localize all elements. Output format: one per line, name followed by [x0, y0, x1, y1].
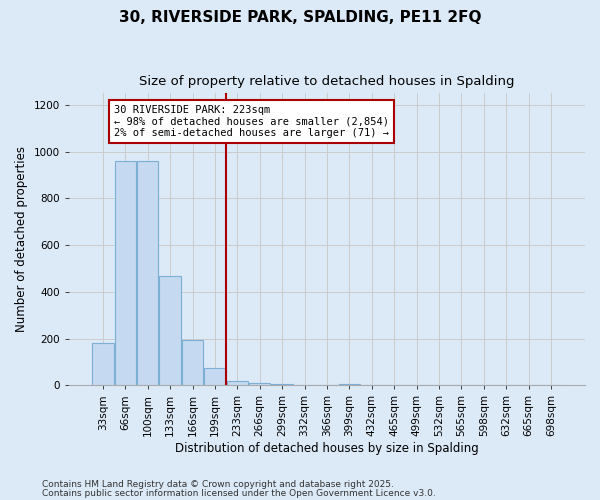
- Text: 30 RIVERSIDE PARK: 223sqm
← 98% of detached houses are smaller (2,854)
2% of sem: 30 RIVERSIDE PARK: 223sqm ← 98% of detac…: [114, 105, 389, 138]
- Bar: [249, 383, 271, 386]
- Y-axis label: Number of detached properties: Number of detached properties: [15, 146, 28, 332]
- Bar: [160, 276, 181, 386]
- Text: Contains HM Land Registry data © Crown copyright and database right 2025.: Contains HM Land Registry data © Crown c…: [42, 480, 394, 489]
- Bar: [204, 368, 226, 386]
- Bar: [137, 161, 158, 386]
- Bar: [338, 384, 360, 386]
- Text: Contains public sector information licensed under the Open Government Licence v3: Contains public sector information licen…: [42, 488, 436, 498]
- X-axis label: Distribution of detached houses by size in Spalding: Distribution of detached houses by size …: [175, 442, 479, 455]
- Text: 30, RIVERSIDE PARK, SPALDING, PE11 2FQ: 30, RIVERSIDE PARK, SPALDING, PE11 2FQ: [119, 10, 481, 25]
- Bar: [271, 384, 293, 386]
- Bar: [92, 343, 113, 386]
- Bar: [227, 380, 248, 386]
- Bar: [115, 161, 136, 386]
- Bar: [182, 340, 203, 386]
- Title: Size of property relative to detached houses in Spalding: Size of property relative to detached ho…: [139, 75, 515, 88]
